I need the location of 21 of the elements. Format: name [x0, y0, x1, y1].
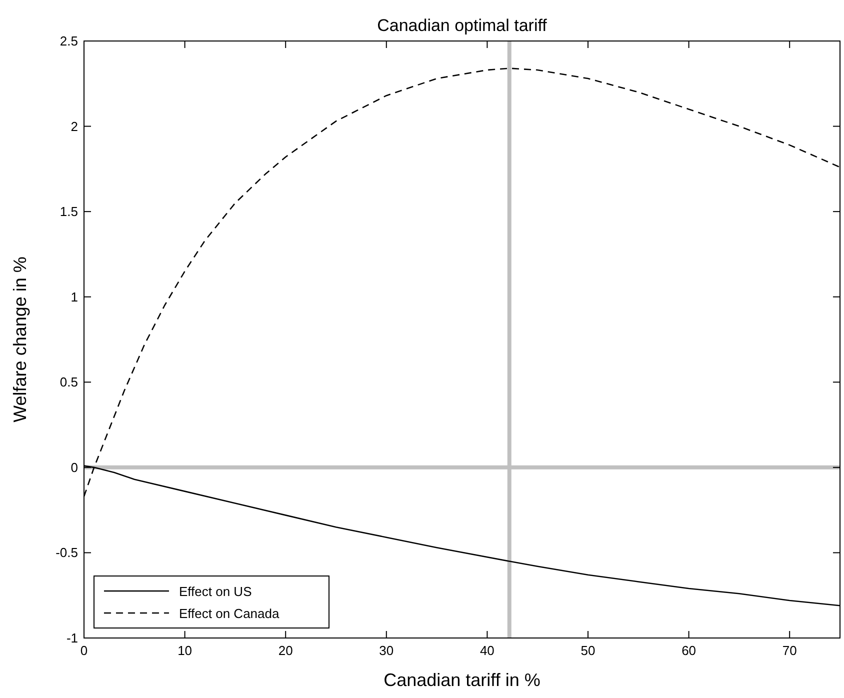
y-tick-label: 2 — [70, 118, 78, 134]
y-tick-label: -0.5 — [56, 545, 78, 560]
legend-label: Effect on US — [179, 584, 252, 599]
y-tick-label: 0.5 — [60, 374, 78, 390]
x-tick-label: 50 — [580, 643, 596, 658]
x-tick-label: 0 — [80, 643, 88, 658]
y-tick-label: 0 — [70, 460, 78, 475]
y-tick-label: -1 — [66, 630, 78, 646]
y-axis-title: Welfare change in % — [10, 256, 30, 422]
x-tick-label: 40 — [480, 643, 494, 658]
y-tick-label: 1 — [70, 289, 78, 304]
x-tick-label: 30 — [379, 643, 394, 658]
y-tick-label: 1.5 — [60, 204, 78, 220]
y-tick-label: 2.5 — [60, 34, 78, 48]
x-tick-label: 10 — [178, 643, 192, 658]
x-tick-label: 60 — [682, 643, 696, 658]
x-tick-label: 20 — [278, 643, 293, 658]
x-axis-title: Canadian tariff in % — [384, 670, 540, 690]
x-tick-label: 70 — [782, 643, 797, 658]
chart-title: Canadian optimal tariff — [377, 16, 548, 35]
legend-label: Effect on Canada — [179, 606, 280, 621]
